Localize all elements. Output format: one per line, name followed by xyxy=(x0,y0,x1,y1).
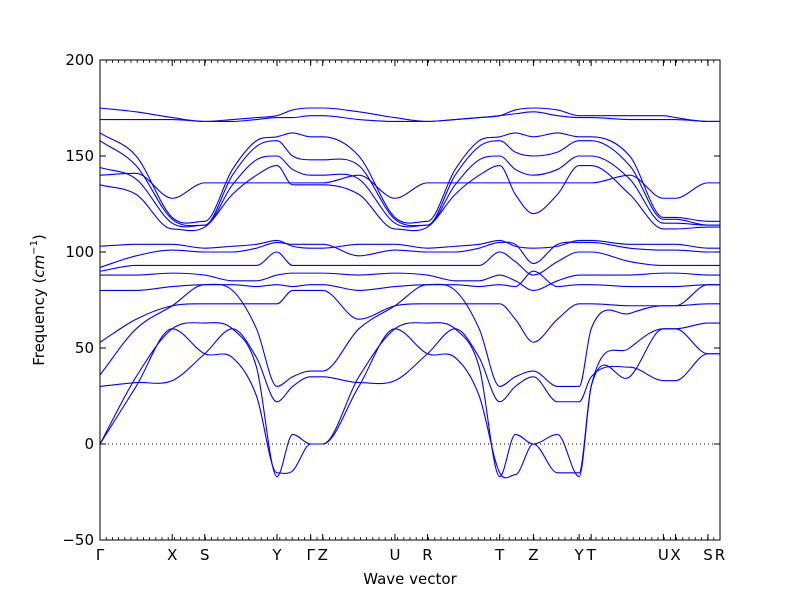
series-layer xyxy=(99,107,721,479)
x-tick-label: T xyxy=(494,546,505,564)
y-axis-label-unit: cm xyxy=(30,255,48,278)
band-line-9 xyxy=(99,241,720,268)
y-axis-label-text: Frequency xyxy=(30,288,48,366)
x-tick-label: R xyxy=(422,546,432,564)
x-tick-label: Z xyxy=(528,546,538,564)
y-tick-label: 50 xyxy=(75,339,94,357)
y-axis-label-paren-close: ) xyxy=(30,234,48,240)
y-axis-label-paren-open: ( xyxy=(30,278,48,289)
y-axis-label: Frequency (cm−1) xyxy=(29,234,48,366)
band-line-1 xyxy=(99,328,720,479)
x-tick-label: S xyxy=(703,546,713,564)
x-tick-label: S xyxy=(200,546,210,564)
band-line-11 xyxy=(99,165,720,232)
x-tick-label: Z xyxy=(318,546,328,564)
y-tick-label: 150 xyxy=(65,147,94,165)
x-axis-label: Wave vector xyxy=(363,570,457,588)
y-tick-label: 100 xyxy=(65,243,94,261)
x-tick-label: T xyxy=(586,546,597,564)
y-tick-layer: −50 0 50 100 150 200 xyxy=(62,51,720,549)
band-line-10 xyxy=(99,239,720,249)
x-tick-label: Γ xyxy=(306,546,315,564)
band-line-2 xyxy=(99,322,720,478)
x-tick-label: Y xyxy=(271,546,282,564)
y-tick-label: −50 xyxy=(62,531,94,549)
band-line-12 xyxy=(99,155,720,228)
band-line-5 xyxy=(99,289,720,343)
band-line-14 xyxy=(99,132,720,224)
band-line-15 xyxy=(99,172,720,199)
x-tick-label: Y xyxy=(574,546,585,564)
x-tick-label: Γ xyxy=(96,546,105,564)
y-axis-label-unit-exponent: −1 xyxy=(29,240,40,255)
band-line-3 xyxy=(99,328,720,403)
x-tick-label: U xyxy=(658,546,669,564)
x-tick-label: X xyxy=(167,546,177,564)
x-tick-label: X xyxy=(670,546,680,564)
band-line-7 xyxy=(100,272,720,291)
band-line-6 xyxy=(100,270,721,291)
band-line-13 xyxy=(99,140,720,227)
y-tick-label: 200 xyxy=(65,51,94,69)
band-line-8 xyxy=(99,251,720,276)
x-tick-label: R xyxy=(715,546,725,564)
band-line-17 xyxy=(99,107,720,122)
x-tick-label: U xyxy=(389,546,400,564)
plot-background xyxy=(100,60,720,540)
y-tick-label: 0 xyxy=(84,435,94,453)
